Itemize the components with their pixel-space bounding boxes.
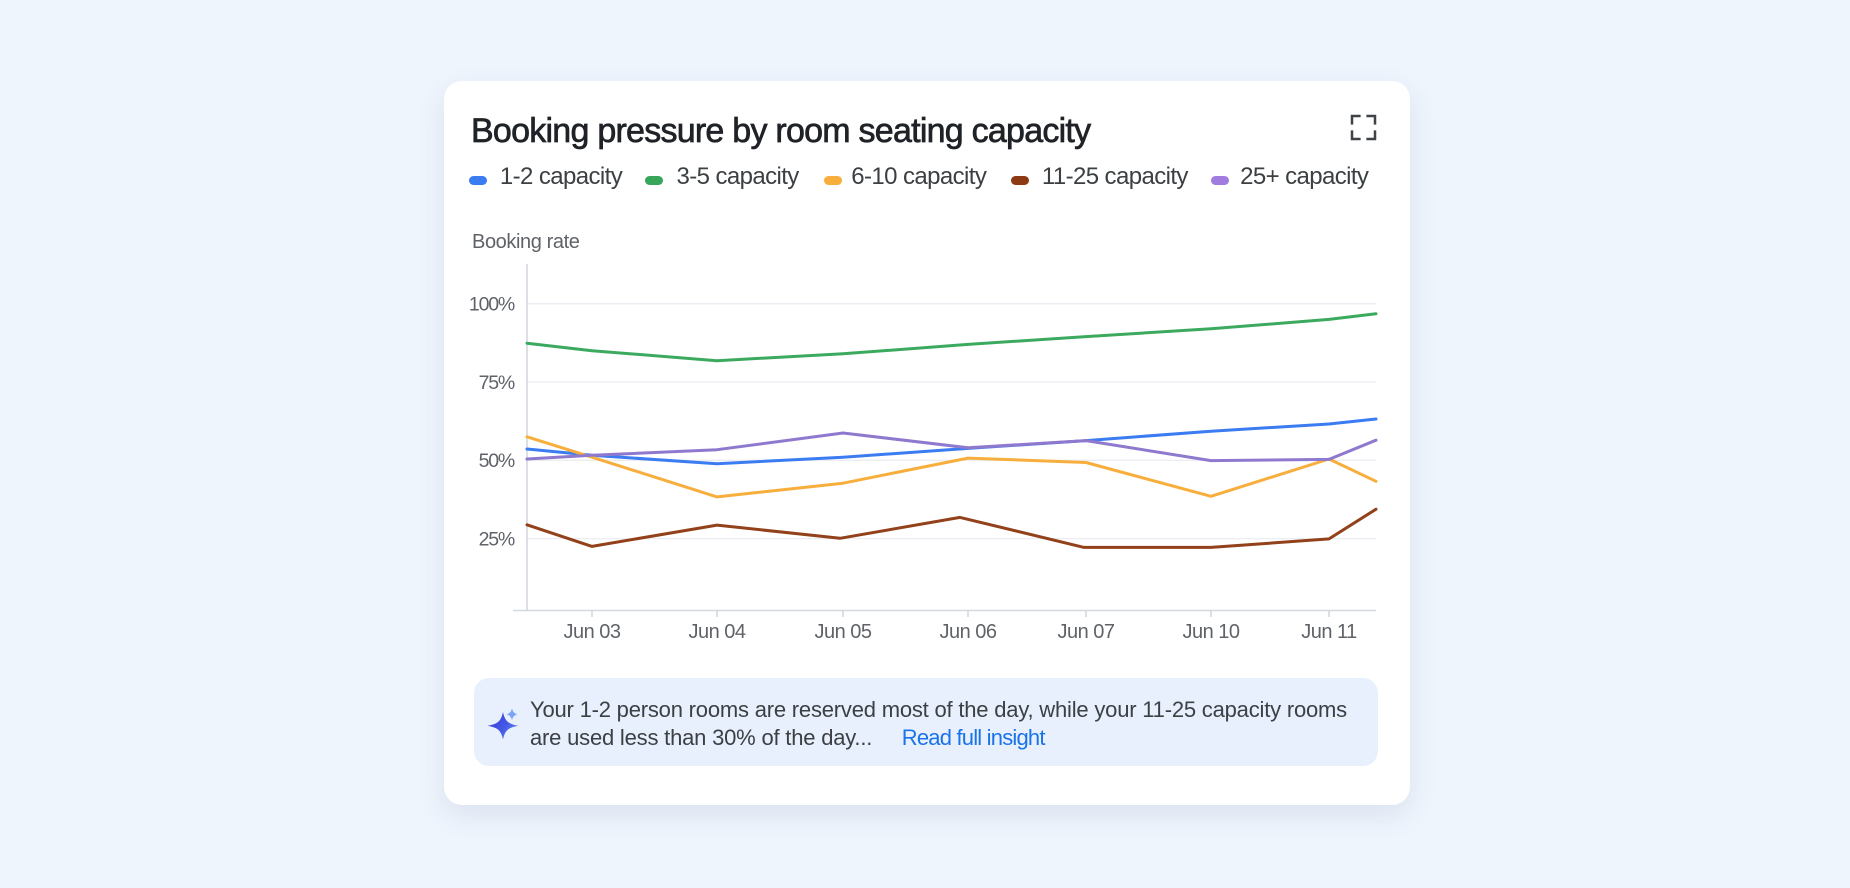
svg-text:Jun 03: Jun 03 [563, 621, 620, 643]
svg-text:75%: 75% [479, 372, 515, 394]
svg-text:Jun 10: Jun 10 [1182, 621, 1239, 643]
svg-text:100%: 100% [469, 294, 515, 316]
svg-text:50%: 50% [479, 450, 515, 472]
svg-text:Jun 04: Jun 04 [688, 621, 745, 643]
svg-text:Jun 06: Jun 06 [939, 621, 996, 643]
svg-text:Jun 11: Jun 11 [1301, 621, 1357, 643]
svg-text:25%: 25% [479, 529, 515, 551]
svg-text:Jun 05: Jun 05 [814, 621, 871, 643]
svg-text:Jun 07: Jun 07 [1057, 621, 1114, 643]
